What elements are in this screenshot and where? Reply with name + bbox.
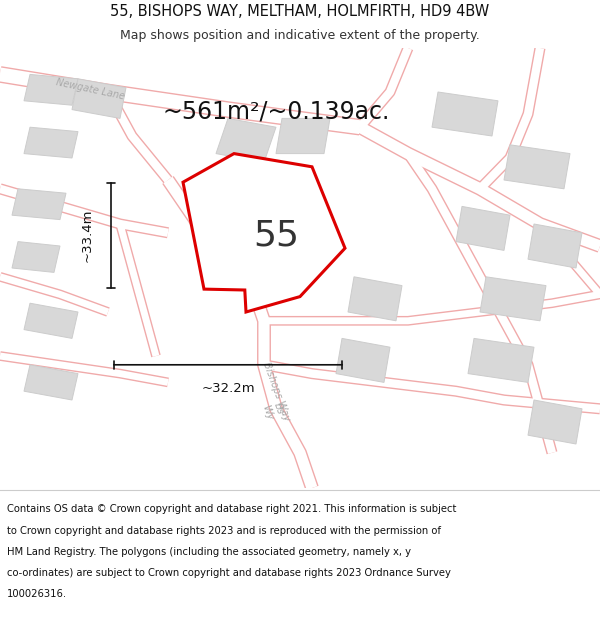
Polygon shape <box>348 277 402 321</box>
Text: ~32.2m: ~32.2m <box>201 382 255 396</box>
Polygon shape <box>276 118 330 154</box>
Polygon shape <box>528 224 582 268</box>
Polygon shape <box>456 206 510 251</box>
Polygon shape <box>72 79 126 118</box>
Polygon shape <box>504 145 570 189</box>
Polygon shape <box>336 338 390 382</box>
Polygon shape <box>12 189 66 219</box>
Text: 55: 55 <box>253 218 299 252</box>
Text: Newgate Lane: Newgate Lane <box>55 78 125 102</box>
Polygon shape <box>12 242 60 272</box>
Polygon shape <box>24 74 78 105</box>
Polygon shape <box>480 277 546 321</box>
Polygon shape <box>24 127 78 158</box>
Polygon shape <box>216 118 276 162</box>
Polygon shape <box>528 400 582 444</box>
Text: to Crown copyright and database rights 2023 and is reproduced with the permissio: to Crown copyright and database rights 2… <box>7 526 441 536</box>
Text: Bs
Wy: Bs Wy <box>260 400 286 422</box>
Polygon shape <box>468 338 534 382</box>
Text: co-ordinates) are subject to Crown copyright and database rights 2023 Ordnance S: co-ordinates) are subject to Crown copyr… <box>7 568 451 578</box>
Text: Contains OS data © Crown copyright and database right 2021. This information is : Contains OS data © Crown copyright and d… <box>7 504 457 514</box>
Text: 55, BISHOPS WAY, MELTHAM, HOLMFIRTH, HD9 4BW: 55, BISHOPS WAY, MELTHAM, HOLMFIRTH, HD9… <box>110 4 490 19</box>
Polygon shape <box>198 198 252 242</box>
Polygon shape <box>183 154 345 312</box>
Polygon shape <box>24 365 78 400</box>
Polygon shape <box>432 92 498 136</box>
Text: ~561m²/~0.139ac.: ~561m²/~0.139ac. <box>163 100 389 124</box>
Polygon shape <box>24 303 78 338</box>
Text: Map shows position and indicative extent of the property.: Map shows position and indicative extent… <box>120 29 480 42</box>
Text: ~33.4m: ~33.4m <box>80 209 94 262</box>
Text: Bishops Way: Bishops Way <box>260 360 292 422</box>
Text: HM Land Registry. The polygons (including the associated geometry, namely x, y: HM Land Registry. The polygons (includin… <box>7 547 411 557</box>
Text: 100026316.: 100026316. <box>7 589 67 599</box>
Polygon shape <box>252 224 306 268</box>
